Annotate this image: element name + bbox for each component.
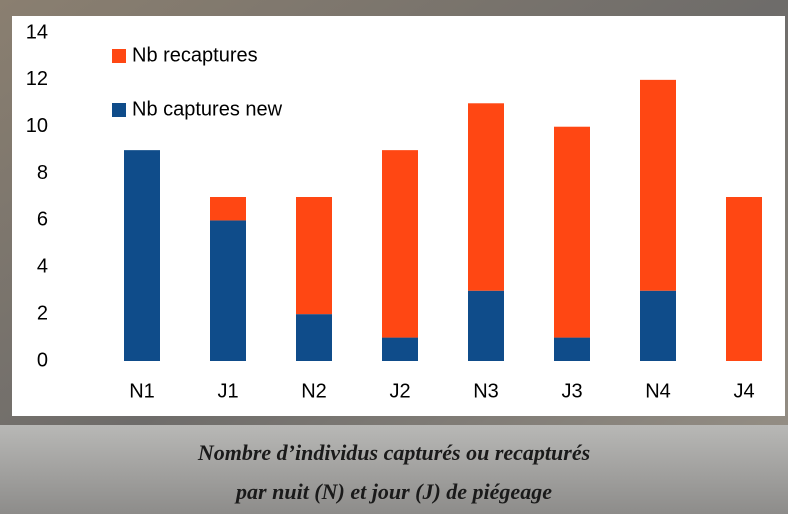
bar (382, 338, 418, 361)
bar (210, 220, 246, 361)
x-tick-label: N2 (301, 380, 327, 402)
y-tick-label: 10 (26, 115, 48, 137)
bar (554, 338, 590, 361)
bar (382, 150, 418, 337)
y-tick-label: 6 (37, 209, 48, 231)
x-tick-label: J3 (561, 380, 582, 402)
y-tick-label: 8 (37, 162, 48, 184)
x-tick-label: N1 (129, 380, 155, 402)
y-tick-label: 4 (37, 256, 48, 278)
bar (554, 127, 590, 338)
caption: par nuit (N) et jour (J) de piégeage (234, 479, 552, 504)
bar (468, 291, 504, 361)
x-tick-label: J2 (389, 380, 410, 402)
bar (640, 291, 676, 361)
bar (640, 80, 676, 291)
bar (468, 103, 504, 290)
x-tick-label: J4 (733, 380, 754, 402)
bar (124, 150, 160, 361)
legend-label: Nb captures new (132, 98, 283, 120)
caption: Nombre d’individus capturés ou recapturé… (197, 440, 590, 465)
bar (210, 197, 246, 220)
chart: Nombre d’individus capturés ou recapturé… (0, 0, 788, 514)
bar (726, 197, 762, 361)
legend-swatch (112, 49, 126, 63)
legend-swatch (112, 103, 126, 117)
x-tick-label: N4 (645, 380, 671, 402)
bar (296, 314, 332, 361)
y-tick-label: 2 (37, 302, 48, 324)
y-tick-label: 14 (26, 21, 48, 43)
bar (296, 197, 332, 314)
x-tick-label: N3 (473, 380, 499, 402)
legend-label: Nb recaptures (132, 44, 258, 66)
y-tick-label: 12 (26, 68, 48, 90)
y-tick-label: 0 (37, 349, 48, 371)
x-tick-label: J1 (217, 380, 238, 402)
